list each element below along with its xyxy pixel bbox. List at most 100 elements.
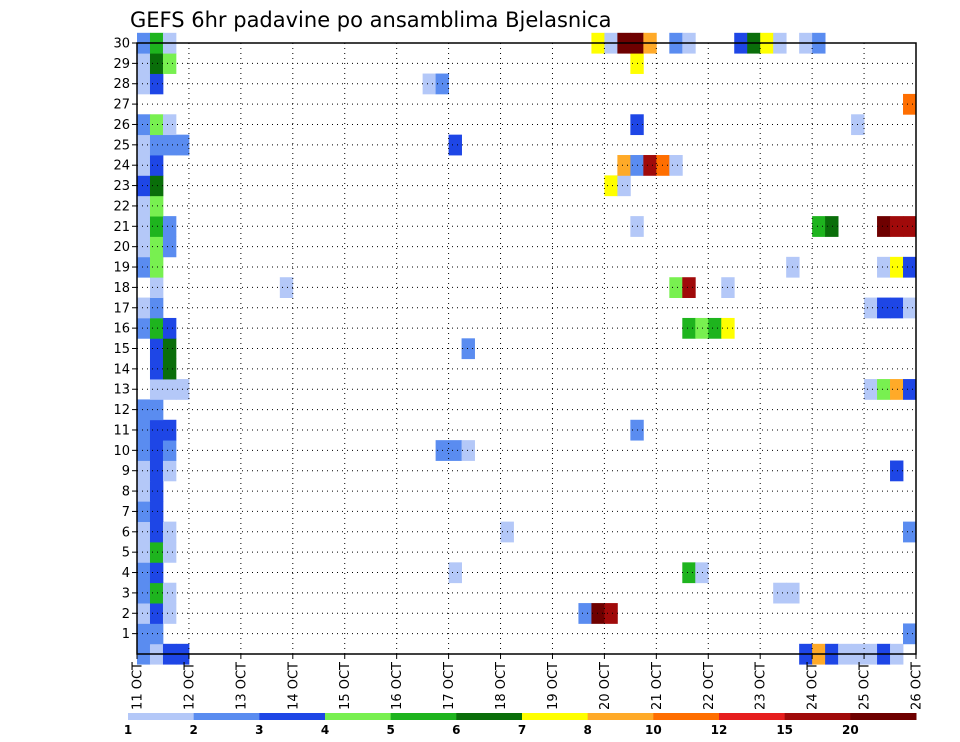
heatmap-cell	[162, 317, 177, 339]
heatmap-cell	[695, 562, 709, 584]
x-tick-label: 24 OCT	[806, 662, 821, 710]
color-legend: 1 2 3 4 5 6 7 8 10 12 15 20	[124, 713, 917, 737]
heatmap-cell	[162, 603, 177, 624]
heatmap-cell	[137, 195, 151, 217]
heatmap-cell	[448, 440, 462, 461]
heatmap-cell	[162, 216, 177, 237]
y-tick-label: 20	[113, 240, 130, 255]
y-tick-label: 18	[113, 281, 130, 296]
heatmap-cell	[137, 603, 151, 624]
heatmap-cell	[890, 256, 904, 278]
y-tick-label: 28	[113, 77, 130, 92]
y-tick-label: 29	[113, 57, 130, 72]
heatmap-cell	[137, 175, 151, 197]
heatmap-cell	[149, 399, 164, 421]
heatmap-cell	[877, 256, 891, 278]
heatmap-cell	[149, 297, 164, 319]
heatmap-cells	[137, 32, 917, 665]
y-tick-label: 4	[122, 566, 130, 581]
heatmap-cell	[162, 134, 177, 156]
heatmap-cell	[669, 277, 683, 298]
heatmap-cell	[825, 216, 839, 237]
heatmap-cell	[137, 521, 151, 543]
heatmap-cell	[773, 582, 787, 604]
legend-swatch	[325, 713, 392, 720]
heatmap-cell	[137, 216, 151, 237]
heatmap-cell	[149, 541, 164, 563]
heatmap-cell	[137, 53, 151, 74]
heatmap-cell	[604, 603, 618, 624]
x-tick-label: 19 OCT	[546, 662, 561, 710]
y-tick-label: 11	[113, 423, 130, 438]
heatmap-cell	[162, 236, 177, 258]
heatmap-cell	[137, 419, 151, 441]
legend-label: 1	[124, 723, 132, 737]
legend-swatch	[587, 713, 654, 720]
heatmap-cell	[137, 134, 151, 156]
heatmap-cell	[137, 399, 151, 421]
heatmap-cell	[617, 155, 631, 176]
y-tick-label: 6	[122, 525, 130, 540]
heatmap-cell	[708, 317, 722, 339]
y-tick-label: 1	[122, 627, 130, 642]
grid-lines	[137, 43, 916, 654]
y-tick-label: 8	[122, 485, 130, 500]
heatmap-cell	[682, 277, 696, 298]
legend-label: 20	[842, 723, 859, 737]
legend-label: 3	[255, 723, 263, 737]
heatmap-cell	[149, 236, 164, 258]
heatmap-cell	[448, 134, 462, 156]
x-tick-label: 23 OCT	[754, 662, 769, 710]
heatmap-cell	[149, 134, 164, 156]
heatmap-cell	[864, 379, 878, 400]
heatmap-cell	[149, 440, 164, 461]
y-tick-label: 14	[113, 362, 130, 377]
x-tick-label: 13 OCT	[234, 662, 249, 710]
x-tick-label: 18 OCT	[494, 662, 509, 710]
heatmap-cell	[149, 195, 164, 217]
heatmap-cell	[137, 562, 151, 584]
heatmap-cell	[137, 236, 151, 258]
heatmap-cell	[149, 114, 164, 136]
heatmap-cell	[162, 114, 177, 136]
y-tick-label: 15	[113, 342, 130, 357]
heatmap-cell	[137, 541, 151, 563]
legend-label: 7	[518, 723, 526, 737]
heatmap-cell	[669, 155, 683, 176]
x-tick-label: 17 OCT	[442, 662, 457, 710]
heatmap-cell	[149, 175, 164, 197]
heatmap-cell	[137, 440, 151, 461]
heatmap-cell	[448, 562, 462, 584]
heatmap-cell	[149, 155, 164, 176]
heatmap-cell	[903, 297, 917, 319]
y-tick-label: 26	[113, 118, 130, 133]
legend-swatch	[128, 713, 195, 720]
legend-label: 5	[386, 723, 394, 737]
legend-swatch	[850, 713, 917, 720]
legend-label: 12	[711, 723, 728, 737]
heatmap-cell	[137, 582, 151, 604]
heatmap-cell	[149, 73, 164, 95]
heatmap-cell	[162, 541, 177, 563]
y-tick-label: 12	[113, 403, 130, 418]
heatmap-cell	[149, 623, 164, 645]
heatmap-cell	[682, 562, 696, 584]
legend-swatch	[522, 713, 589, 720]
x-tick-label: 20 OCT	[598, 662, 613, 710]
x-tick-label: 22 OCT	[702, 662, 717, 710]
y-tick-label: 19	[113, 261, 130, 276]
y-tick-label: 24	[113, 159, 130, 174]
legend-swatch	[193, 713, 260, 720]
heatmap-cell	[591, 603, 605, 624]
heatmap-cell	[149, 562, 164, 584]
y-axis: 1234567891011121314151617181920212223242…	[113, 37, 137, 642]
heatmap-cell	[877, 379, 891, 400]
heatmap-cell	[137, 317, 151, 339]
heatmap-cell	[137, 256, 151, 278]
heatmap-cell	[137, 114, 151, 136]
heatmap-cell	[461, 440, 475, 461]
legend-swatch	[456, 713, 523, 720]
y-tick-label: 22	[113, 199, 130, 214]
legend-label: 6	[452, 723, 460, 737]
